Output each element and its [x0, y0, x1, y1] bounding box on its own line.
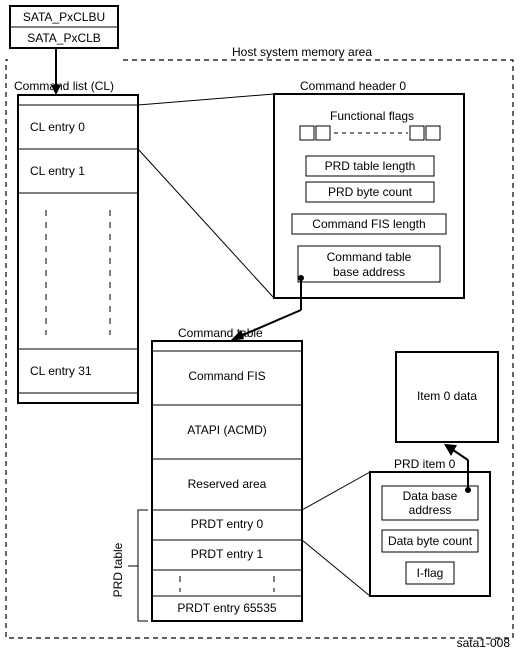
prdt-entry-last: PRDT entry 65535: [177, 601, 276, 615]
atapi: ATAPI (ACMD): [187, 423, 267, 437]
command-table-title: Command table: [178, 326, 263, 340]
prd-table-side-label: PRD table: [111, 542, 125, 597]
command-list-title: Command list (CL): [14, 79, 114, 93]
diagram-svg: Host system memory area SATA_PxCLBU SATA…: [0, 0, 520, 649]
prd-bracket: [138, 510, 148, 621]
cl-entry-0: CL entry 0: [30, 120, 85, 134]
command-list-box: [18, 95, 138, 403]
command-fis: Command FIS: [188, 369, 265, 383]
prd-table-length: PRD table length: [325, 159, 416, 173]
reserved: Reserved area: [188, 477, 267, 491]
command-table-base2: base address: [333, 265, 405, 279]
figure-id: sata1-008: [457, 636, 511, 649]
cl-entry-1: CL entry 1: [30, 164, 85, 178]
data-base-addr1: Data base: [403, 489, 458, 503]
register-top: SATA_PxCLBU: [23, 10, 105, 24]
command-fis-length: Command FIS length: [312, 217, 425, 231]
register-bottom: SATA_PxCLB: [27, 31, 101, 45]
expand-prdt0-to-item: [302, 472, 370, 596]
expand-cl0-to-header: [138, 94, 274, 298]
data-byte-count: Data byte count: [388, 534, 473, 548]
prd-item-title: PRD item 0: [394, 457, 456, 471]
functional-flags-label: Functional flags: [330, 109, 414, 123]
iflag: I-flag: [417, 566, 444, 580]
prd-byte-count: PRD byte count: [328, 185, 413, 199]
data-base-addr2: address: [409, 503, 452, 517]
diagram-root: Host system memory area SATA_PxCLBU SATA…: [0, 0, 520, 649]
host-memory-area-label: Host system memory area: [232, 45, 372, 59]
command-table-base1: Command table: [327, 250, 412, 264]
prdt-entry-1: PRDT entry 1: [191, 547, 264, 561]
item0-data: Item 0 data: [417, 389, 477, 403]
command-header-title: Command header 0: [300, 79, 406, 93]
cl-entry-31: CL entry 31: [30, 364, 92, 378]
prdt-entry-0: PRDT entry 0: [191, 517, 264, 531]
